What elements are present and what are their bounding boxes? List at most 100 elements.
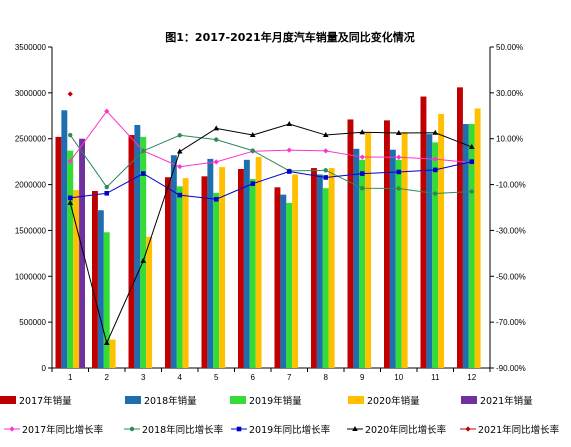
bar xyxy=(201,176,208,368)
bar xyxy=(243,159,250,368)
data-point xyxy=(249,132,256,138)
bar xyxy=(468,124,475,368)
data-point xyxy=(103,340,110,346)
bar xyxy=(182,178,189,368)
bar xyxy=(79,138,85,368)
legend-swatch xyxy=(461,396,477,404)
data-point xyxy=(104,184,109,190)
x-tick-label: 3 xyxy=(141,373,146,382)
x-tick-label: 5 xyxy=(214,373,219,382)
data-point xyxy=(469,159,475,164)
data-point xyxy=(432,156,438,162)
legend-swatch xyxy=(0,396,16,404)
data-point xyxy=(9,426,15,432)
bar xyxy=(61,110,68,368)
left-tick-label: 0 xyxy=(42,364,47,373)
data-point xyxy=(104,108,110,114)
legend-label: 2018年销量 xyxy=(144,395,197,407)
x-tick-label: 12 xyxy=(467,373,476,382)
left-tick-label: 2000000 xyxy=(15,181,47,190)
bar xyxy=(238,168,244,368)
bar xyxy=(420,96,427,369)
bar xyxy=(474,108,481,368)
data-point xyxy=(352,426,358,431)
data-point xyxy=(433,191,438,196)
data-point xyxy=(141,148,146,154)
chart-legend: 2017年销量 2018年销量 2019年销量 2020年销量 2021年销量 2017年… xyxy=(0,395,560,436)
data-point xyxy=(286,147,292,153)
bar xyxy=(146,236,153,368)
data-point xyxy=(286,121,293,127)
bar xyxy=(384,120,390,368)
series-line xyxy=(70,161,472,200)
data-point xyxy=(286,169,292,174)
bar xyxy=(389,149,396,368)
x-tick-label: 1 xyxy=(68,373,73,382)
x-tick-label: 7 xyxy=(287,373,292,382)
bar xyxy=(280,194,287,368)
bar xyxy=(328,168,335,368)
right-tick-label: -70.00% xyxy=(496,318,526,327)
data-point xyxy=(213,125,220,131)
data-point xyxy=(213,196,219,202)
bar xyxy=(322,188,329,368)
bar xyxy=(219,167,226,368)
x-tick-label: 9 xyxy=(360,373,365,382)
data-point xyxy=(359,171,365,176)
data-point xyxy=(68,132,73,138)
bar xyxy=(347,119,354,368)
data-point xyxy=(236,426,242,432)
right-tick-label: -30.00% xyxy=(496,226,526,235)
legend-label: 2020年同比增长率 xyxy=(365,424,447,436)
bar xyxy=(255,157,262,368)
data-point xyxy=(465,426,471,432)
bar xyxy=(97,210,104,368)
data-point xyxy=(396,154,402,160)
right-tick-label: 50.00% xyxy=(496,43,523,52)
data-point xyxy=(395,129,402,135)
data-point xyxy=(67,158,73,164)
data-point xyxy=(359,154,365,160)
legend-label: 2017年同比增长率 xyxy=(22,424,104,436)
left-tick-label: 3000000 xyxy=(15,89,47,98)
line-series-group xyxy=(67,91,475,346)
bar xyxy=(109,339,116,368)
legend-label: 2020年销量 xyxy=(367,395,420,407)
right-tick-label: -50.00% xyxy=(496,272,526,281)
bar xyxy=(401,132,408,368)
data-point xyxy=(129,426,135,432)
chart-title: 图1：2017-2021年月度汽车销量及同比变化情况 xyxy=(165,30,414,44)
legend-label: 2019年销量 xyxy=(249,395,302,407)
bar xyxy=(353,148,360,368)
data-point xyxy=(177,164,183,170)
left-tick-label: 500000 xyxy=(19,318,46,327)
legend-swatch xyxy=(125,396,141,404)
right-tick-label: 30.00% xyxy=(496,89,523,98)
series-line xyxy=(69,110,472,168)
data-point xyxy=(359,129,366,135)
data-point xyxy=(323,168,328,173)
series-line xyxy=(69,123,472,345)
bar xyxy=(103,232,110,368)
bar xyxy=(359,159,366,368)
bar xyxy=(176,186,183,368)
legend-label: 2017年销量 xyxy=(19,395,72,407)
bar xyxy=(213,192,220,368)
bar xyxy=(55,136,62,368)
bar xyxy=(165,177,171,368)
data-point xyxy=(67,199,74,205)
data-point xyxy=(250,148,255,153)
data-point xyxy=(177,133,182,138)
right-tick-label: -10.00% xyxy=(496,181,526,190)
bar xyxy=(73,190,80,368)
left-tick-label: 1000000 xyxy=(15,272,47,281)
data-point xyxy=(67,195,73,201)
data-point xyxy=(469,189,474,194)
bar xyxy=(67,150,74,368)
bar xyxy=(274,187,281,368)
data-point xyxy=(432,129,439,135)
data-point xyxy=(396,186,401,191)
data-point xyxy=(396,169,402,175)
legend-swatch xyxy=(348,396,364,404)
